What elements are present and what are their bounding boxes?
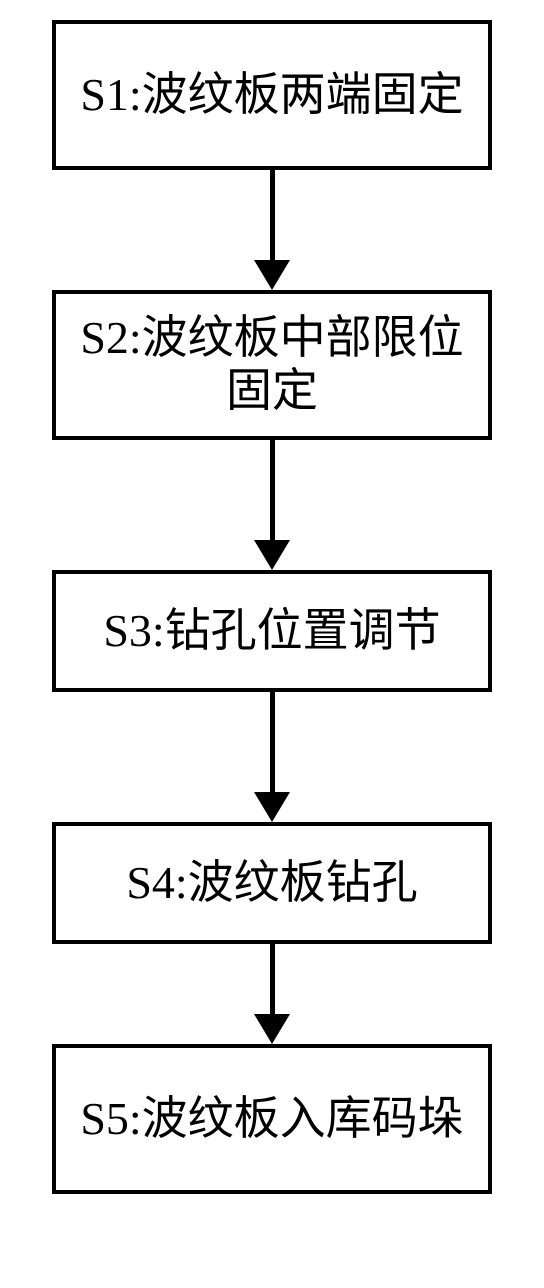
- arrow-line: [270, 944, 275, 1014]
- node-label: S2:波纹板中部限位固定: [64, 312, 480, 418]
- arrow-head-icon: [254, 1014, 290, 1044]
- flowchart-container: S1:波纹板两端固定 S2:波纹板中部限位固定 S3:钻孔位置调节 S4:波纹板钻孔 S…: [0, 0, 544, 1214]
- node-label: S1:波纹板两端固定: [80, 69, 463, 122]
- arrow-line: [270, 170, 275, 260]
- arrow-head-icon: [254, 540, 290, 570]
- arrow-head-icon: [254, 792, 290, 822]
- node-label: S3:钻孔位置调节: [103, 605, 440, 658]
- flowchart-arrow: [254, 170, 290, 290]
- flowchart-node-s3: S3:钻孔位置调节: [52, 570, 492, 692]
- flowchart-node-s4: S4:波纹板钻孔: [52, 822, 492, 944]
- flowchart-node-s2: S2:波纹板中部限位固定: [52, 290, 492, 440]
- flowchart-arrow: [254, 440, 290, 570]
- arrow-line: [270, 692, 275, 792]
- flowchart-arrow: [254, 692, 290, 822]
- flowchart-node-s1: S1:波纹板两端固定: [52, 20, 492, 170]
- node-label: S5:波纹板入库码垛: [80, 1093, 463, 1146]
- arrow-head-icon: [254, 260, 290, 290]
- flowchart-node-s5: S5:波纹板入库码垛: [52, 1044, 492, 1194]
- arrow-line: [270, 440, 275, 540]
- flowchart-arrow: [254, 944, 290, 1044]
- node-label: S4:波纹板钻孔: [126, 857, 417, 910]
